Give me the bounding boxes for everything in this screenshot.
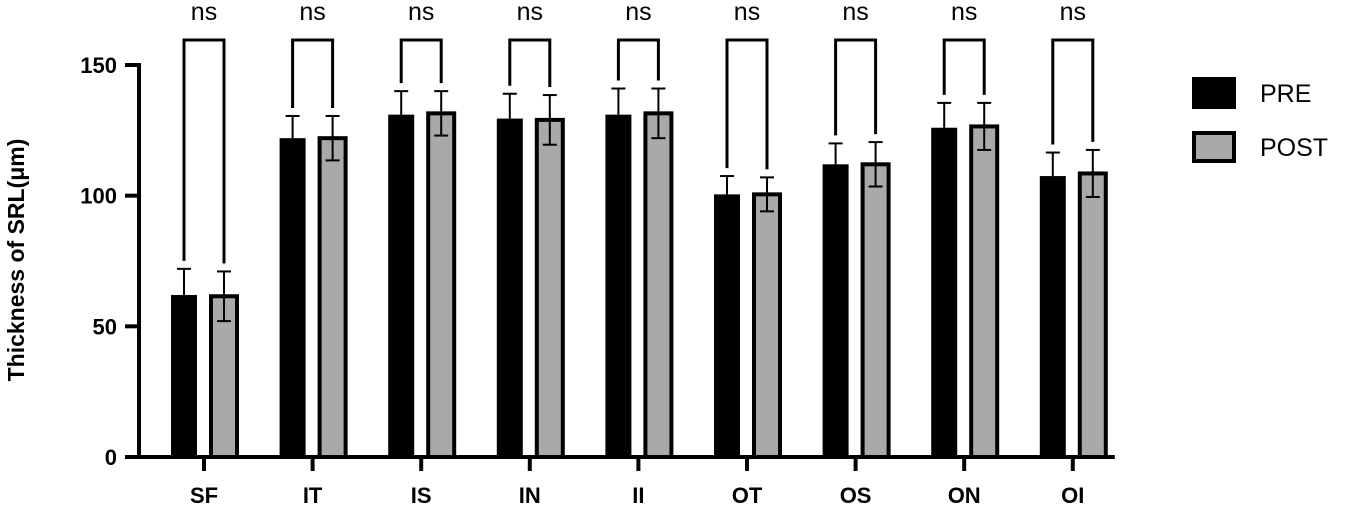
bar-post — [317, 136, 348, 459]
significance-bracket — [616, 38, 660, 81]
significance-bracket — [399, 38, 443, 84]
x-tick-label: OT — [732, 483, 763, 508]
bar-post — [426, 111, 457, 459]
bar-pre — [388, 114, 415, 458]
y-tick-label: 150 — [80, 53, 117, 78]
bars — [171, 87, 1108, 460]
bar-post — [643, 111, 674, 459]
x-tick-label: IS — [411, 483, 432, 508]
bar-post — [752, 192, 782, 460]
significance-label: ns — [951, 0, 977, 26]
bar-pre — [171, 294, 197, 457]
significance-label: ns — [734, 0, 760, 26]
bar-post — [860, 162, 891, 459]
significance-label: ns — [625, 0, 651, 26]
y-axis-label: Thickness of SRL(μm) — [3, 139, 29, 382]
bar-pre — [605, 114, 632, 458]
x-tick-label: ON — [948, 483, 981, 508]
bar-post — [534, 117, 565, 459]
y-tick-label: 50 — [93, 314, 117, 339]
significance-label: ns — [299, 0, 325, 26]
significance-bracket — [1051, 38, 1095, 145]
bar-post — [1077, 171, 1108, 459]
significance-bracket — [182, 38, 226, 264]
bar-pre — [279, 138, 306, 457]
y-tick-label: 0 — [105, 445, 117, 470]
y-tick-label: 100 — [80, 184, 117, 209]
x-tick-label: IN — [519, 483, 541, 508]
legend-label-post: POST — [1260, 134, 1328, 162]
x-tick-label: OI — [1061, 483, 1084, 508]
legend-swatch-pre — [1192, 77, 1236, 109]
significance-label: ns — [1060, 0, 1086, 26]
significance-annotations: ns ns ns ns ns ns ns ns ns — [182, 0, 1095, 264]
legend: PRE POST — [1192, 77, 1328, 163]
significance-bracket — [834, 38, 878, 136]
significance-label: ns — [191, 0, 217, 26]
bar-pre — [931, 127, 958, 457]
significance-bracket — [725, 38, 769, 170]
x-tick-label: IT — [303, 483, 323, 508]
bar-pre — [822, 164, 849, 457]
legend-swatch-post — [1192, 131, 1236, 163]
x-tick-label: II — [632, 483, 644, 508]
bar-pre — [1039, 176, 1066, 458]
legend-label-pre: PRE — [1260, 80, 1311, 108]
bar-pre — [496, 118, 523, 457]
significance-bracket — [942, 38, 986, 95]
significance-label: ns — [517, 0, 543, 26]
bar-pre — [714, 194, 740, 458]
x-tick-label: OS — [840, 483, 872, 508]
bar-post — [969, 124, 1000, 459]
significance-bracket — [291, 38, 335, 108]
significance-bracket — [508, 38, 552, 88]
x-tick-label: SF — [190, 483, 218, 508]
significance-label: ns — [842, 0, 868, 26]
significance-label: ns — [408, 0, 434, 26]
